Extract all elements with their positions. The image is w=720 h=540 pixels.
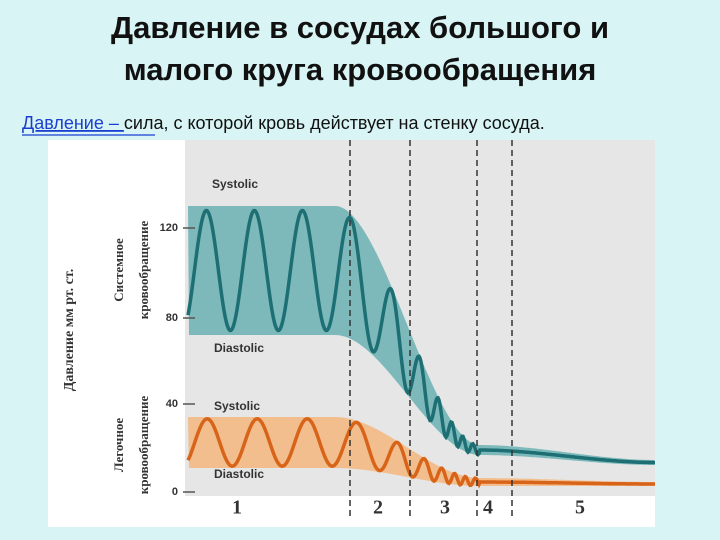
tick-label: 0 (172, 486, 178, 498)
dividers (349, 140, 513, 520)
region-number: 3 (440, 497, 450, 519)
group-label: Системное (111, 238, 126, 302)
group-label: Легочное (111, 418, 126, 472)
curve-label: Systolic (212, 177, 258, 191)
curve-label: Systolic (214, 399, 260, 413)
region-number: 5 (575, 497, 585, 519)
pressure-band (188, 206, 655, 465)
title-line: Давление в сосудах большого и (111, 10, 609, 45)
curve-label: Diastolic (214, 467, 264, 481)
pressure-curve (186, 417, 655, 489)
bands (186, 206, 655, 489)
definition: Давление – сила, с которой кровь действу… (22, 113, 545, 133)
title-line: малого круга кровообращения (124, 52, 597, 87)
region-number: 4 (483, 497, 493, 519)
definition-term: Давление – (22, 113, 124, 133)
y-axis-label: Давление мм рт. ст. (62, 269, 77, 391)
region-number: 2 (373, 497, 383, 519)
tick-label: 80 (166, 312, 178, 324)
tick-label: 120 (160, 222, 178, 234)
region-number: 1 (232, 497, 242, 519)
pressure-band (188, 417, 655, 486)
definition-text: сила, с которой кровь действует на стенк… (124, 113, 545, 133)
curve-label: Diastolic (214, 341, 264, 355)
tick-label: 40 (166, 398, 178, 410)
tick-marks (183, 227, 195, 493)
group-label: кровообращение (136, 395, 151, 494)
pressure-curve (186, 208, 655, 465)
group-label: кровообращение (136, 220, 151, 319)
